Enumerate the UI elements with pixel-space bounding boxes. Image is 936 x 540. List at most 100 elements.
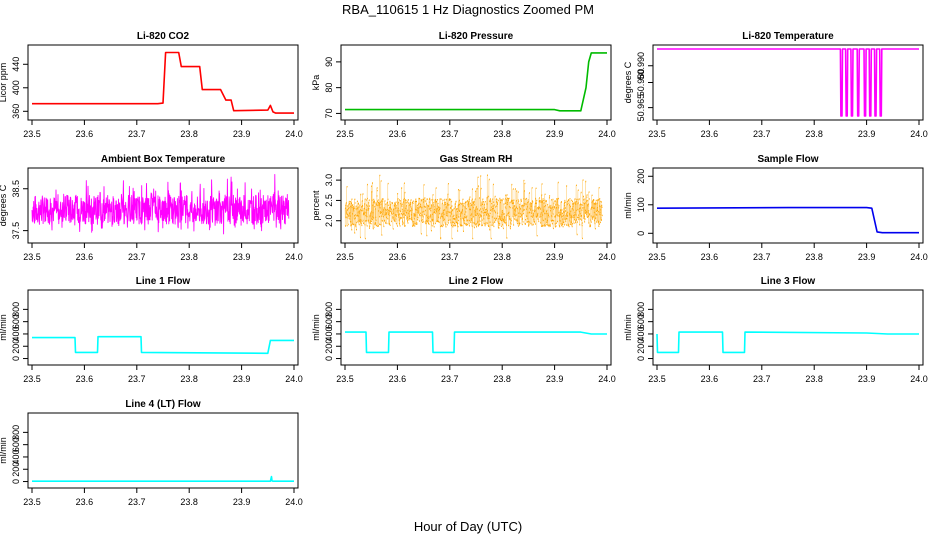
series-line xyxy=(31,174,290,235)
x-tick-label: 23.7 xyxy=(441,374,459,384)
x-tick-label: 23.5 xyxy=(336,252,354,262)
x-tick-label: 23.8 xyxy=(493,129,511,139)
y-tick-label: 3.0 xyxy=(324,174,334,187)
x-tick-label: 23.8 xyxy=(805,252,823,262)
plot-frame xyxy=(340,167,612,244)
x-tick-label: 23.9 xyxy=(233,129,251,139)
x-tick-label: 23.7 xyxy=(128,374,146,384)
plot-frame xyxy=(27,167,299,244)
x-tick-label: 23.9 xyxy=(546,129,564,139)
x-tick-label: 24.0 xyxy=(285,129,303,139)
y-axis-label: ml/min xyxy=(623,192,633,219)
chart-panels: Li-820 CO2 Licor ppm 23.5 23.6 23.7 23.8 23.9 2… xyxy=(0,31,928,507)
series-line xyxy=(345,52,607,112)
y-tick-label: 600 xyxy=(11,314,21,329)
y-tick-label: 200 xyxy=(636,169,646,184)
x-tick-label: 24.0 xyxy=(285,497,303,507)
y-tick-label: 400 xyxy=(324,326,334,341)
x-tick-label: 23.5 xyxy=(23,374,41,384)
x-tick-label: 24.0 xyxy=(285,252,303,262)
y-axis-label: degrees C xyxy=(0,184,8,226)
panel-co2: Li-820 CO2 Licor ppm 23.5 23.6 23.7 23.8 23.9 2… xyxy=(0,31,303,139)
x-tick-label: 23.6 xyxy=(76,374,94,384)
y-tick-label: 800 xyxy=(636,302,646,317)
y-tick-label: 2.0 xyxy=(324,214,334,227)
panel-title: Line 3 Flow xyxy=(761,276,816,287)
x-tick-label: 23.7 xyxy=(753,252,771,262)
series-line xyxy=(657,48,919,117)
panel-title: Line 1 Flow xyxy=(136,276,191,287)
x-tick-label: 24.0 xyxy=(910,129,928,139)
y-axis-label: ml/min xyxy=(623,314,633,341)
x-tick-label: 23.6 xyxy=(389,129,407,139)
y-tick-label: 400 xyxy=(11,326,21,341)
x-tick-label: 23.7 xyxy=(441,129,459,139)
panel-pressure: Li-820 Pressure kPa 23.5 23.6 23.7 23.8 23.9 24… xyxy=(311,31,616,139)
series-line xyxy=(344,175,602,239)
x-tick-label: 23.7 xyxy=(128,497,146,507)
x-tick-label: 24.0 xyxy=(910,374,928,384)
x-tick-label: 23.8 xyxy=(180,497,198,507)
panel-line4: Line 4 (LT) Flow ml/min 23.5 23.6 23.7 23.8 23… xyxy=(0,399,303,507)
y-tick-label: 37.5 xyxy=(11,222,21,240)
x-tick-label: 23.6 xyxy=(701,252,719,262)
series-line xyxy=(656,331,919,354)
y-tick-label: 440 xyxy=(11,57,21,72)
y-axis-label: percent xyxy=(311,190,321,221)
x-tick-label: 23.9 xyxy=(233,497,251,507)
y-axis-label: ml/min xyxy=(311,314,321,341)
x-tick-label: 23.9 xyxy=(233,252,251,262)
panel-title: Line 2 Flow xyxy=(449,276,504,287)
x-tick-label: 24.0 xyxy=(598,374,616,384)
panel-rh: Gas Stream RH percent 23.5 23.6 23.7 23.8 23.9… xyxy=(311,154,616,262)
panel-title: Line 4 (LT) Flow xyxy=(125,399,201,410)
series-line xyxy=(656,206,919,234)
panel-ambient: Ambient Box Temperature degrees C 23.5 23.6… xyxy=(0,154,303,262)
y-axis-label: ml/min xyxy=(0,437,8,464)
y-tick-label: 90 xyxy=(324,57,334,67)
plot-frame xyxy=(652,289,924,366)
y-axis-label: ml/min xyxy=(0,314,8,341)
x-tick-label: 23.5 xyxy=(23,497,41,507)
x-tick-label: 23.9 xyxy=(233,374,251,384)
panel-temperature: Li-820 Temperature degrees C 23.5 23.6 23.7 2… xyxy=(623,31,928,139)
y-tick-label: 100 xyxy=(636,197,646,212)
x-tick-label: 23.6 xyxy=(76,252,94,262)
y-tick-label: 200 xyxy=(636,339,646,354)
panel-line2: Line 2 Flow ml/min 23.5 23.6 23.7 23.8 23.9 24.… xyxy=(311,276,616,384)
y-tick-label: 50.990 xyxy=(636,52,646,80)
y-tick-label: 50.980 xyxy=(636,69,646,97)
x-tick-label: 23.8 xyxy=(805,129,823,139)
y-axis-label: degrees C xyxy=(623,61,633,103)
y-tick-label: 200 xyxy=(11,462,21,477)
y-tick-label: 70 xyxy=(324,108,334,118)
y-tick-label: 80 xyxy=(324,83,334,93)
plot-frame xyxy=(27,44,299,121)
y-tick-label: 2.5 xyxy=(324,194,334,207)
panel-sample: Sample Flow ml/min 23.5 23.6 23.7 23.8 23.9 24.… xyxy=(623,154,928,262)
x-tick-label: 23.9 xyxy=(858,374,876,384)
x-tick-label: 23.9 xyxy=(858,252,876,262)
x-tick-label: 23.6 xyxy=(701,129,719,139)
x-tick-label: 23.7 xyxy=(753,374,771,384)
x-tick-label: 24.0 xyxy=(598,252,616,262)
x-tick-label: 23.7 xyxy=(441,252,459,262)
y-tick-label: 0 xyxy=(11,356,21,361)
x-tick-label: 23.5 xyxy=(336,374,354,384)
y-axis-label: Licor ppm xyxy=(0,63,8,103)
panel-line3: Line 3 Flow ml/min 23.5 23.6 23.7 23.8 23.9 24.… xyxy=(623,276,928,384)
panel-title: Li-820 Pressure xyxy=(439,31,514,42)
x-tick-label: 23.5 xyxy=(648,129,666,139)
y-tick-label: 0 xyxy=(324,356,334,361)
x-tick-label: 23.6 xyxy=(389,252,407,262)
x-tick-label: 23.8 xyxy=(493,252,511,262)
x-tick-label: 23.9 xyxy=(546,374,564,384)
x-tick-label: 23.8 xyxy=(805,374,823,384)
y-axis-label: kPa xyxy=(311,75,321,91)
x-tick-label: 23.5 xyxy=(336,129,354,139)
plot-frame xyxy=(27,412,299,489)
y-tick-label: 0 xyxy=(636,231,646,236)
x-tick-label: 24.0 xyxy=(285,374,303,384)
panel-title: Sample Flow xyxy=(757,154,818,165)
plot-frame xyxy=(652,167,924,244)
